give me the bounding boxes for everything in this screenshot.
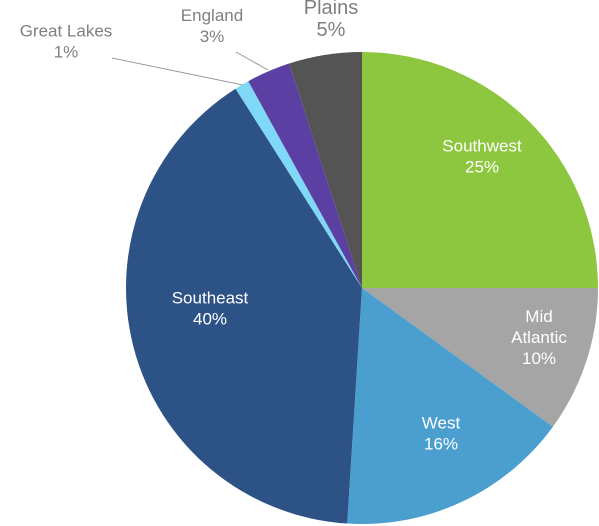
leader-line-great-lakes — [111, 57, 244, 86]
slice-label-southwest: Southwest 25% — [442, 137, 522, 177]
slice-label-southeast: Southeast 40% — [172, 289, 249, 329]
slice-label-great-lakes: Great Lakes 1% — [20, 22, 113, 62]
leader-lines — [111, 51, 269, 86]
pie-slice-great-lakes — [235, 81, 362, 288]
slice-label-plains: Plains 5% — [304, 0, 358, 41]
slice-label-new-england: New England 3% — [181, 0, 243, 46]
pie-slices — [125, 52, 598, 524]
leader-line-new-england — [235, 51, 269, 71]
pie-slice-west — [347, 288, 553, 524]
slice-name-great-lakes: Great Lakes — [20, 22, 113, 41]
slice-percent-great-lakes: 1% — [54, 43, 79, 62]
slice-name-plains: Plains — [304, 0, 358, 19]
slice-name-mid-atlantic: Atlantic — [511, 328, 567, 347]
slice-name-mid-atlantic: Mid — [525, 307, 552, 326]
pie-slice-new-england — [248, 63, 362, 289]
slice-percent-mid-atlantic: 10% — [522, 349, 556, 368]
slice-percent-west: 16% — [424, 435, 458, 454]
slice-name-new-england: England — [181, 6, 243, 25]
slice-name-new-england: New — [195, 0, 230, 4]
slice-percent-new-england: 3% — [200, 27, 225, 46]
pie-slice-southwest — [362, 52, 598, 288]
slice-percent-plains: 5% — [317, 19, 346, 41]
slice-percent-southeast: 40% — [193, 310, 227, 329]
slice-name-west: West — [422, 414, 461, 433]
slice-name-southwest: Southwest — [442, 137, 522, 156]
slice-labels: Southwest 25% Mid Atlantic 10% West 16% Southea… — [20, 0, 568, 454]
pie-slice-plains — [289, 52, 362, 288]
slice-label-mid-atlantic: Mid Atlantic 10% — [511, 307, 567, 368]
pie-slice-southeast — [125, 88, 363, 524]
pie-slice-mid-atlantic — [362, 288, 598, 427]
slice-percent-southwest: 25% — [465, 158, 499, 177]
slice-label-west: West 16% — [422, 414, 461, 454]
slice-name-southeast: Southeast — [172, 289, 249, 308]
